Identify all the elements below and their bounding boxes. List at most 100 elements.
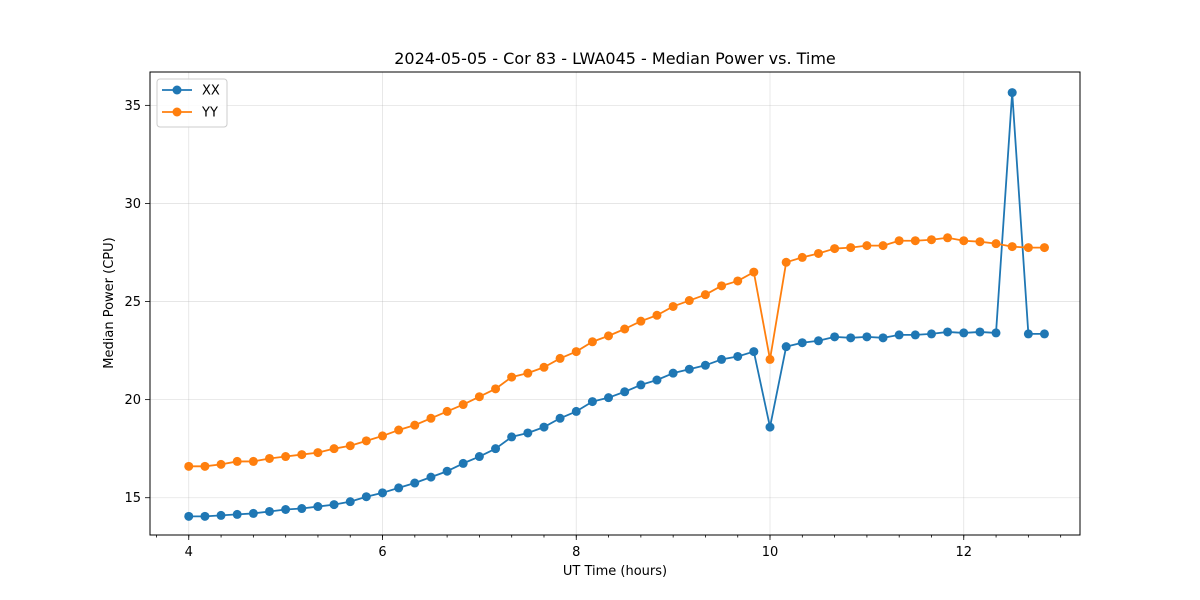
data-point-yy — [426, 413, 436, 423]
x-tick-label: 4 — [185, 545, 193, 560]
data-point-yy — [926, 235, 936, 245]
chart-title: 2024-05-05 - Cor 83 - LWA045 - Median Po… — [394, 49, 836, 68]
data-point-xx — [232, 509, 242, 519]
data-point-xx — [474, 452, 484, 462]
data-point-yy — [571, 347, 581, 357]
data-point-xx — [700, 360, 710, 370]
data-point-xx — [297, 504, 307, 514]
data-point-xx — [539, 422, 549, 432]
data-point-xx — [378, 488, 387, 498]
y-tick-label: 30 — [124, 197, 141, 212]
data-point-yy — [442, 406, 452, 416]
data-point-xx — [458, 458, 468, 468]
data-point-yy — [264, 453, 274, 463]
data-point-yy — [313, 448, 323, 458]
data-point-xx — [394, 483, 404, 493]
y-tick-label: 20 — [124, 393, 141, 408]
data-point-xx — [604, 393, 614, 403]
data-point-xx — [200, 511, 210, 521]
data-point-yy — [248, 456, 258, 466]
data-point-yy — [410, 420, 420, 430]
data-point-xx — [668, 368, 678, 378]
legend-item-xx: XX — [162, 84, 220, 99]
data-point-yy — [620, 324, 630, 334]
data-point-xx — [620, 387, 630, 397]
x-tick-label: 6 — [378, 545, 386, 560]
series-xx — [184, 88, 1049, 521]
data-point-xx — [281, 504, 291, 514]
data-point-xx — [862, 332, 872, 342]
data-point-xx — [846, 333, 856, 343]
data-point-yy — [378, 431, 387, 441]
series-yy — [184, 233, 1049, 471]
legend-marker-xx — [172, 85, 182, 95]
data-point-yy — [894, 236, 904, 246]
y-tick-label: 25 — [124, 295, 141, 310]
data-point-yy — [297, 450, 307, 460]
data-point-xx — [959, 328, 969, 338]
data-point-yy — [652, 310, 662, 320]
data-point-xx — [1039, 329, 1049, 339]
x-tick-label: 8 — [572, 545, 580, 560]
data-point-xx — [442, 466, 452, 476]
data-point-xx — [894, 330, 904, 340]
data-point-xx — [652, 375, 662, 385]
legend: XX YY — [156, 78, 228, 128]
data-point-xx — [507, 432, 517, 442]
data-point-yy — [636, 316, 646, 326]
data-point-yy — [943, 233, 953, 243]
data-point-yy — [797, 252, 807, 262]
data-point-yy — [394, 425, 404, 435]
data-point-yy — [668, 301, 678, 311]
data-point-xx — [1007, 88, 1017, 98]
data-point-xx — [797, 338, 807, 348]
data-point-yy — [329, 444, 339, 454]
data-point-yy — [749, 267, 759, 277]
data-point-xx — [361, 492, 371, 502]
data-point-xx — [733, 351, 743, 361]
data-point-yy — [1007, 242, 1017, 252]
data-point-yy — [587, 337, 597, 347]
legend-item-yy: YY — [162, 106, 218, 121]
data-point-yy — [491, 384, 501, 394]
data-point-xx — [636, 380, 646, 390]
data-point-xx — [684, 364, 694, 374]
data-point-xx — [878, 333, 888, 343]
data-point-xx — [329, 500, 339, 510]
data-point-xx — [943, 327, 953, 337]
data-point-yy — [361, 436, 371, 446]
x-tick-label: 12 — [955, 545, 972, 560]
data-point-xx — [765, 422, 775, 432]
data-point-yy — [345, 441, 355, 451]
data-point-xx — [1023, 329, 1033, 339]
grid — [150, 72, 1080, 535]
data-point-xx — [523, 428, 533, 438]
ticks: 4 6 8 10 12 15 20 25 30 35 — [124, 99, 1062, 560]
data-point-yy — [184, 461, 194, 471]
data-point-yy — [539, 362, 549, 372]
data-point-xx — [313, 502, 323, 512]
data-point-xx — [991, 328, 1001, 338]
data-point-xx — [813, 336, 823, 346]
data-point-xx — [830, 332, 840, 342]
data-point-yy — [910, 236, 920, 246]
x-tick-label: 10 — [762, 545, 779, 560]
data-point-yy — [781, 257, 791, 267]
y-axis-label: Median Power (CPU) — [102, 237, 117, 368]
data-point-yy — [604, 331, 614, 341]
data-point-xx — [555, 413, 565, 423]
legend-label-xx: XX — [202, 84, 220, 99]
data-point-yy — [959, 236, 969, 246]
legend-label-yy: YY — [201, 106, 218, 121]
data-point-xx — [926, 329, 936, 339]
data-point-yy — [200, 461, 210, 471]
data-point-yy — [878, 241, 888, 251]
data-point-yy — [991, 239, 1001, 249]
plot-frame — [149, 71, 1081, 536]
data-point-xx — [749, 347, 759, 357]
data-point-yy — [765, 354, 775, 364]
data-point-yy — [232, 456, 242, 466]
data-point-yy — [281, 452, 291, 462]
data-point-xx — [571, 406, 581, 416]
